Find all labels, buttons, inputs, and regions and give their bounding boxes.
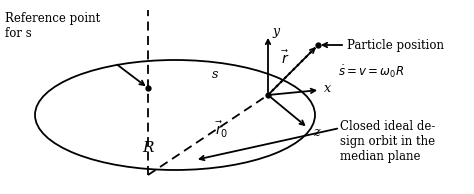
Text: s: s — [212, 68, 218, 81]
Text: Closed ideal de-
sign orbit in the
median plane: Closed ideal de- sign orbit in the media… — [340, 120, 436, 163]
Text: Particle position: Particle position — [347, 38, 444, 51]
Text: x: x — [324, 81, 331, 94]
Text: Reference point
for s: Reference point for s — [5, 12, 100, 40]
Text: $\vec{r}$: $\vec{r}$ — [281, 49, 289, 67]
Text: z: z — [313, 126, 319, 139]
Text: $\vec{r}_0$: $\vec{r}_0$ — [215, 120, 228, 140]
Text: R: R — [142, 141, 154, 155]
Text: y: y — [272, 25, 279, 38]
Text: $\dot{s} = v = \omega_0 R$: $\dot{s} = v = \omega_0 R$ — [338, 64, 404, 80]
